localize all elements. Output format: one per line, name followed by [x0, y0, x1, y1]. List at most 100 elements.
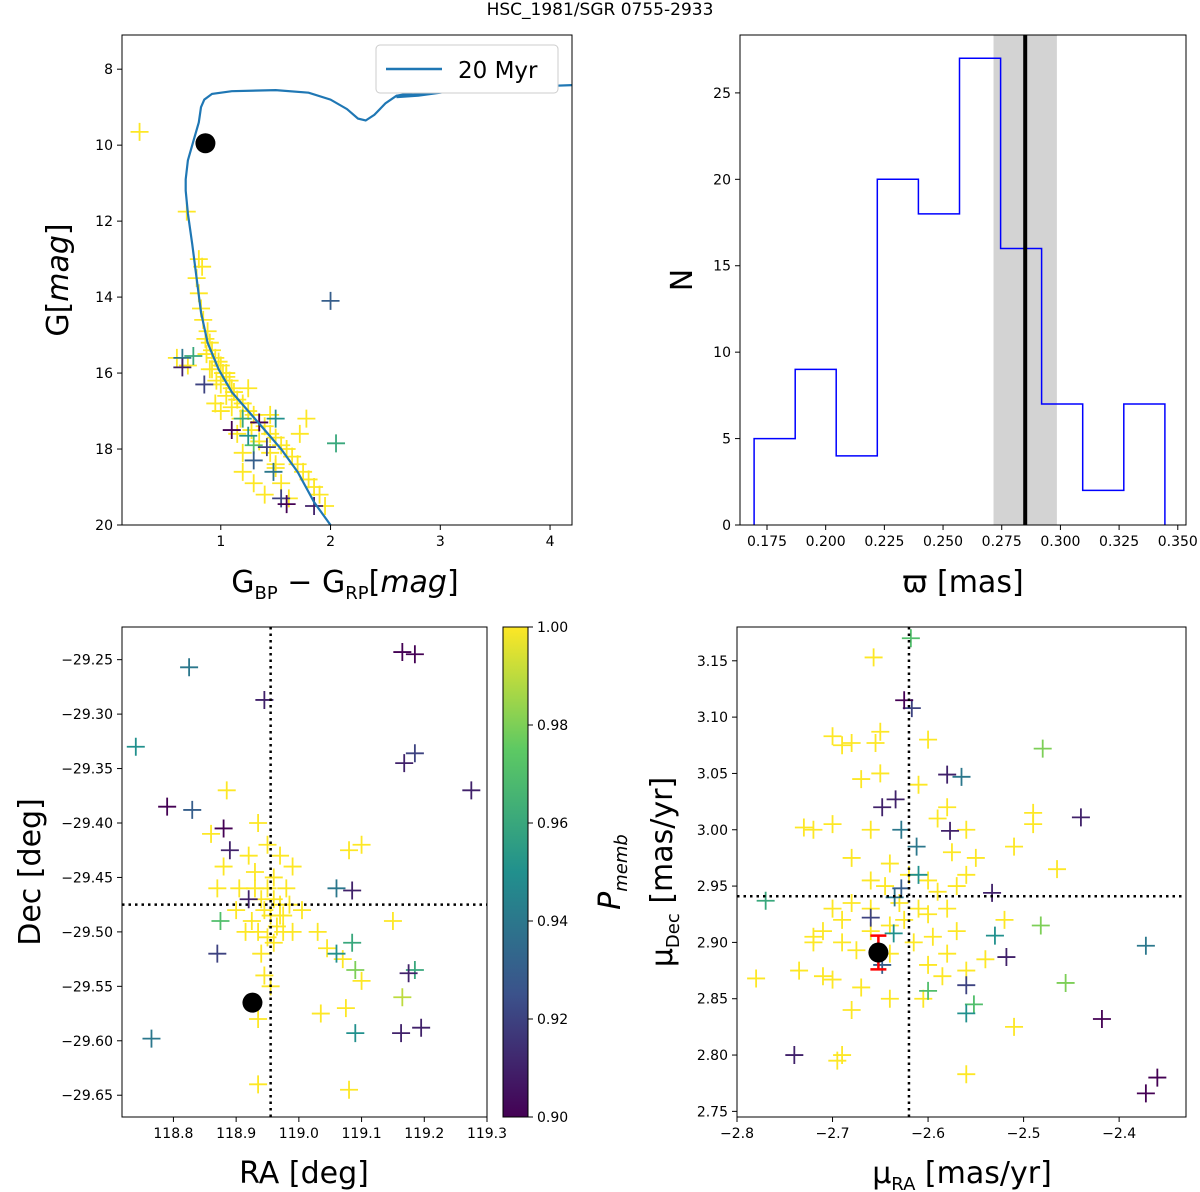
- cmd-x-tick-label: 4: [546, 534, 555, 550]
- pm-highlight-error-bar: [869, 934, 888, 971]
- pm-x-tick-label: −2.4: [1102, 1126, 1136, 1142]
- hist-frame: [739, 34, 1187, 526]
- pm-panel: −2.8 −2.7 −2.6 −2.5 −2.4 2.75 2.80 2.85 2.90 2.9…: [645, 626, 1187, 1192]
- sky-x-tick-label: 119.3: [467, 1126, 507, 1142]
- pm-y-tick-label: 2.85: [697, 992, 728, 1008]
- hist-ylabel: N: [665, 269, 700, 291]
- hist-x-ticks: 0.175 0.200 0.225 0.250 0.275 0.300 0.325 0.350: [747, 525, 1198, 550]
- pm-member-point: [833, 736, 852, 755]
- hist-bin: [1124, 404, 1165, 525]
- sky-y-tick-label: −29.45: [61, 870, 113, 886]
- cmd-frame: [121, 34, 573, 526]
- cmd-member-point: [130, 122, 149, 141]
- pm-x-tick-label: −2.8: [720, 1126, 754, 1142]
- cmd-y-ticks: 8 10 12 14 16 18 20: [95, 62, 122, 534]
- cmd-y-tick-label: 8: [104, 62, 113, 78]
- sky-member-point: [142, 1029, 161, 1048]
- sky-member-point: [393, 643, 412, 662]
- pm-x-ticks: −2.8 −2.7 −2.6 −2.5 −2.4: [720, 1117, 1136, 1142]
- cmd-member-point: [244, 474, 263, 493]
- sky-x-tick-label: 119.1: [342, 1126, 382, 1142]
- cmd-legend-box: [375, 44, 559, 94]
- cmd-member-point: [195, 375, 214, 394]
- sky-member-point: [327, 944, 346, 963]
- sky-member-point: [343, 881, 362, 900]
- sky-member-point: [271, 906, 290, 925]
- cmd-member-point: [239, 426, 258, 445]
- sky-member-point: [283, 857, 302, 876]
- cmd-member-point: [272, 474, 291, 493]
- pm-member-point: [1033, 739, 1052, 758]
- sky-member-point: [214, 857, 233, 876]
- pm-y-tick-label: 2.75: [697, 1104, 728, 1120]
- cmd-y-tick-label: 14: [95, 290, 113, 306]
- colorbar-tick-label: 0.90: [537, 1110, 568, 1126]
- pm-plot-area: [737, 627, 1186, 1117]
- pm-x-tick-label: −2.6: [911, 1126, 945, 1142]
- cmd-y-tick-label: 16: [95, 366, 113, 382]
- pm-member-point: [873, 798, 892, 817]
- sky-member-point: [126, 737, 145, 756]
- cmd-member-point: [198, 322, 217, 341]
- pm-member-point: [942, 843, 961, 862]
- sky-member-point: [227, 901, 246, 920]
- sky-x-tick-label: 118.8: [153, 1126, 193, 1142]
- pm-member-point: [823, 970, 842, 989]
- pm-member-point: [919, 730, 938, 749]
- pm-member-point: [1136, 1084, 1155, 1103]
- pm-member-point: [938, 944, 957, 963]
- hist-bin: [795, 369, 836, 525]
- sky-member-point: [327, 879, 346, 898]
- pm-member-point: [983, 883, 1002, 902]
- pm-y-tick-label: 3.00: [697, 823, 728, 839]
- pm-member-point: [919, 905, 938, 924]
- pm-member-point: [880, 854, 899, 873]
- sky-member-point: [249, 814, 268, 832]
- pm-member-point: [842, 734, 861, 753]
- hist-x-tick-label: 0.300: [1040, 534, 1080, 550]
- colorbar-tick-label: 0.92: [537, 1012, 568, 1028]
- hist-bin: [959, 58, 1000, 525]
- cmd-highlight-star: [195, 133, 216, 154]
- pm-frame: [736, 626, 1187, 1118]
- pm-member-point: [833, 910, 852, 929]
- pm-member-point: [933, 967, 952, 986]
- cmd-member-point: [222, 421, 241, 440]
- cmd-member-point: [310, 485, 329, 504]
- pm-member-point: [756, 891, 775, 910]
- pm-member-point: [1005, 837, 1024, 856]
- pm-member-point: [928, 882, 947, 901]
- pm-member-point: [842, 848, 861, 867]
- hist-y-tick-label: 15: [713, 259, 731, 275]
- cmd-member-point: [264, 462, 283, 481]
- sky-member-point: [462, 781, 481, 800]
- pm-x-tick-label: −2.7: [816, 1126, 850, 1142]
- pm-member-point: [813, 922, 832, 941]
- pm-member-point: [1031, 916, 1050, 935]
- sky-member-point: [343, 933, 362, 952]
- cmd-xlabel: GBP − GRP[mag]: [231, 565, 458, 604]
- pm-x-tick-label: −2.5: [1007, 1126, 1041, 1142]
- pm-member-point: [842, 1000, 861, 1019]
- hist-y-tick-label: 25: [713, 86, 731, 102]
- hist-x-tick-label: 0.275: [982, 534, 1022, 550]
- pm-member-point: [919, 871, 938, 890]
- colorbar-tick-label: 0.96: [537, 816, 568, 832]
- sky-member-point: [220, 841, 239, 860]
- sky-ylabel: Dec [deg]: [13, 798, 48, 946]
- pm-member-point: [1056, 973, 1075, 992]
- pm-member-point: [1024, 815, 1043, 834]
- colorbar: 0.90 0.92 0.94 0.96 0.98 1.00 Pmemb: [502, 620, 632, 1126]
- sky-member-point: [208, 879, 227, 898]
- sky-member-point: [158, 797, 177, 816]
- pm-member-point: [895, 691, 914, 710]
- sky-x-ticks: 118.8 118.9 119.0 119.1 119.2 119.3: [153, 1117, 507, 1142]
- pm-member-point: [886, 790, 905, 809]
- sky-y-tick-label: −29.65: [61, 1088, 113, 1104]
- cmd-member-point: [239, 379, 258, 398]
- pm-member-point: [957, 1004, 976, 1023]
- pm-member-point: [947, 922, 966, 941]
- pm-member-point: [842, 893, 861, 912]
- pm-member-point: [871, 722, 890, 741]
